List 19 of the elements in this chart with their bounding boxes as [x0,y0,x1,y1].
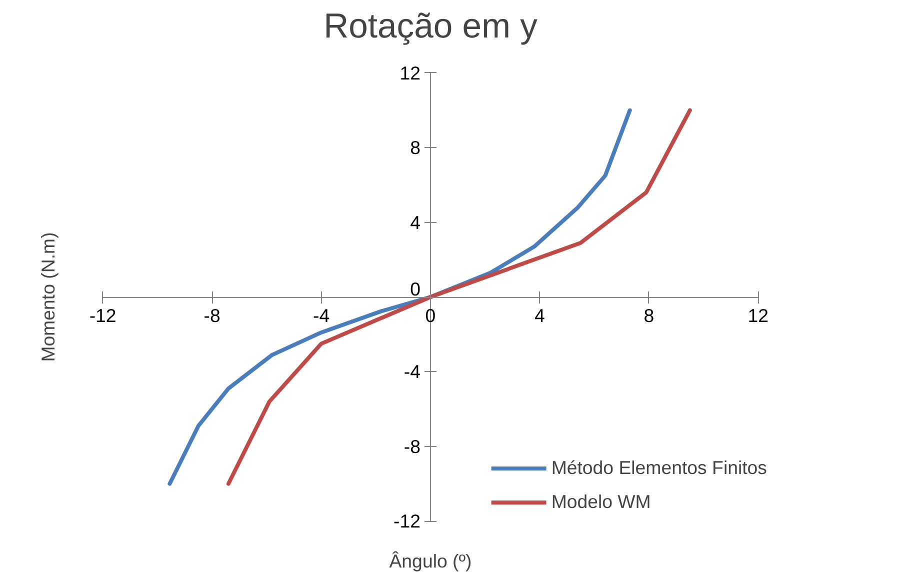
x-tick-label: -12 [89,305,116,326]
y-tick-label: 4 [410,212,421,233]
x-axis-title: Ângulo (º) [389,550,472,572]
x-tick-label: 4 [534,305,545,326]
y-tick-label: -4 [404,361,421,382]
legend-label: Modelo WM [551,491,651,513]
y-tick-label: 8 [410,137,421,158]
legend-label: Método Elementos Finitos [551,457,767,479]
x-tick-label: -8 [204,305,220,326]
y-tick-label: 12 [400,62,421,84]
x-tick-label: -4 [312,305,330,326]
y-axis-title: Momento (N.m) [38,232,58,362]
chart-title: Rotação em y [324,8,538,46]
x-tick-label: 0 [425,305,436,326]
y-tick-label: 0 [410,278,421,300]
y-tick-label: -12 [394,510,421,532]
x-tick-label: 8 [644,305,654,326]
y-tick-label: -8 [404,436,421,457]
x-tick-label: 12 [748,305,769,326]
